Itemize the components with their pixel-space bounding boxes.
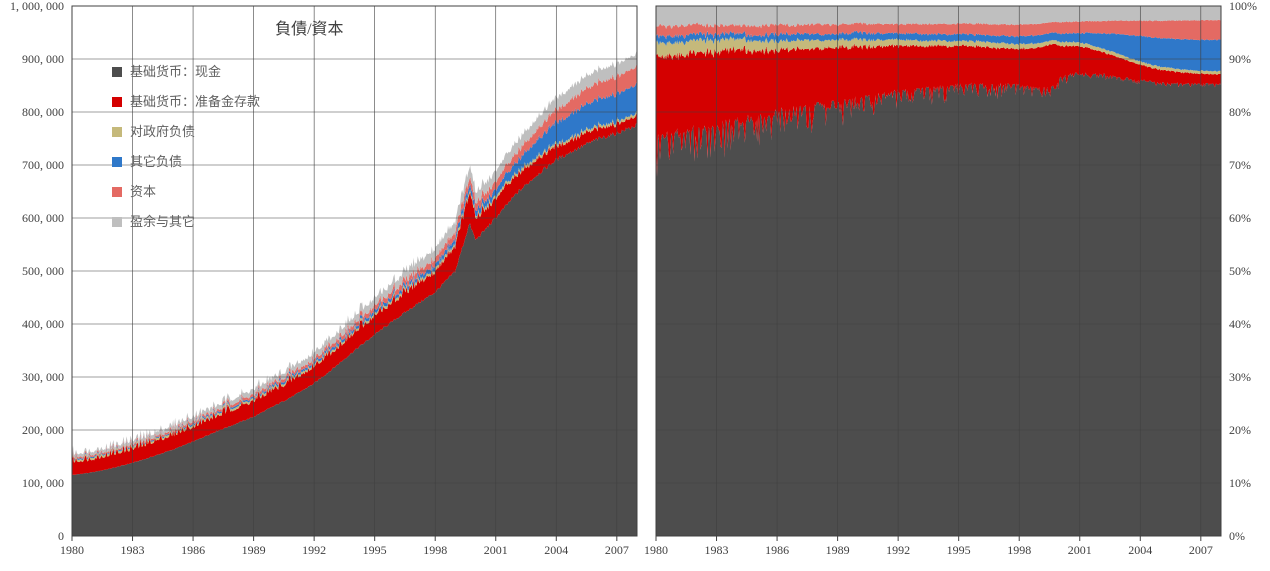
legend-swatch-surplus <box>112 217 122 227</box>
x-tick-label: 2004 <box>1128 543 1152 557</box>
y-tick-label: 0 <box>58 529 64 543</box>
y-tick-label: 500, 000 <box>22 264 64 278</box>
x-tick-label: 1992 <box>886 543 910 557</box>
x-tick-label: 2007 <box>1189 543 1213 557</box>
legend-swatch-gov <box>112 127 122 137</box>
y-tick-label: 80% <box>1229 105 1251 119</box>
y-tick-label: 400, 000 <box>22 317 64 331</box>
legend-label-other_liab: 其它负债 <box>130 154 182 169</box>
x-tick-label: 2001 <box>484 543 508 557</box>
x-tick-label: 2007 <box>605 543 629 557</box>
x-tick-label: 2004 <box>544 543 568 557</box>
x-tick-label: 1980 <box>60 543 84 557</box>
dual-stacked-area-chart: 0 100, 000 200, 000 300, 000 400, 000 500, 00… <box>0 0 1270 571</box>
y-tick-label: 50% <box>1229 264 1251 278</box>
legend-swatch-reserves <box>112 97 122 107</box>
x-tick-label: 1983 <box>121 543 145 557</box>
y-tick-label: 60% <box>1229 211 1251 225</box>
y-tick-label: 200, 000 <box>22 423 64 437</box>
legend-swatch-cash <box>112 67 122 77</box>
left-plot-area <box>72 50 637 536</box>
legend-label-reserves: 基础货币：准备金存款 <box>130 94 260 109</box>
legend-label-capital: 资本 <box>130 184 156 199</box>
legend-swatch-capital <box>112 187 122 197</box>
legend-label-surplus: 盈余与其它 <box>130 214 195 229</box>
y-tick-label: 1, 000, 000 <box>10 0 64 13</box>
x-tick-label: 2001 <box>1068 543 1092 557</box>
x-tick-label: 1998 <box>423 543 447 557</box>
legend-label-cash: 基础货币：现金 <box>130 64 221 79</box>
x-tick-label: 1992 <box>302 543 326 557</box>
y-tick-label: 20% <box>1229 423 1251 437</box>
x-tick-label: 1980 <box>644 543 668 557</box>
y-tick-label: 90% <box>1229 52 1251 66</box>
legend-swatch-other_liab <box>112 157 122 167</box>
y-tick-label: 100% <box>1229 0 1257 13</box>
legend: 基础货币：现金基础货币：准备金存款对政府负债其它负债资本盈余与其它 <box>112 64 260 229</box>
x-tick-label: 1986 <box>765 543 789 557</box>
x-tick-label: 1995 <box>947 543 971 557</box>
legend-label-gov: 对政府负债 <box>130 124 195 139</box>
y-tick-label: 40% <box>1229 317 1251 331</box>
x-tick-label: 1998 <box>1007 543 1031 557</box>
y-tick-label: 0% <box>1229 529 1245 543</box>
y-tick-label: 10% <box>1229 476 1251 490</box>
y-tick-label: 300, 000 <box>22 370 64 384</box>
y-tick-label: 700, 000 <box>22 158 64 172</box>
x-tick-label: 1989 <box>826 543 850 557</box>
y-tick-label: 70% <box>1229 158 1251 172</box>
y-tick-label: 800, 000 <box>22 105 64 119</box>
chart-title: 負債/資本 <box>275 20 343 38</box>
y-tick-label: 30% <box>1229 370 1251 384</box>
y-tick-label: 900, 000 <box>22 52 64 66</box>
x-tick-label: 1995 <box>363 543 387 557</box>
x-tick-label: 1989 <box>242 543 266 557</box>
y-tick-label: 600, 000 <box>22 211 64 225</box>
x-tick-label: 1986 <box>181 543 205 557</box>
y-tick-label: 100, 000 <box>22 476 64 490</box>
series-cash-pct <box>656 72 1221 536</box>
x-tick-label: 1983 <box>705 543 729 557</box>
